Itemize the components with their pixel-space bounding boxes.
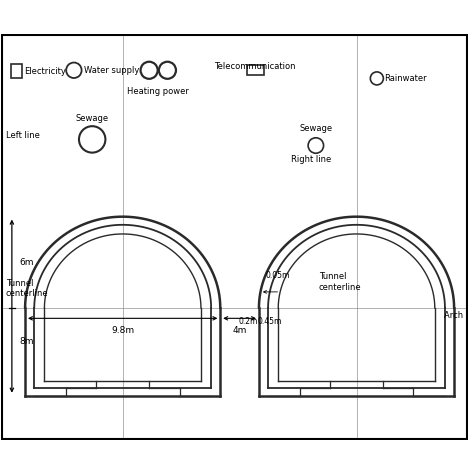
- Text: 0.45m: 0.45m: [258, 317, 283, 326]
- Text: Left line: Left line: [6, 131, 40, 140]
- Text: Sewage: Sewage: [299, 124, 332, 133]
- Text: Tunnel
centerline: Tunnel centerline: [319, 273, 362, 292]
- Text: 9.8m: 9.8m: [111, 327, 134, 336]
- Text: 0.2m: 0.2m: [238, 317, 257, 326]
- Bar: [247, 65, 264, 75]
- Text: 8m: 8m: [19, 337, 34, 346]
- Text: Arch l: Arch l: [444, 311, 468, 320]
- Text: Telecommunication: Telecommunication: [214, 62, 296, 71]
- Text: Sewage: Sewage: [76, 114, 109, 123]
- Text: 4m: 4m: [232, 327, 247, 336]
- Text: Right line: Right line: [292, 155, 332, 164]
- Text: Rainwater: Rainwater: [384, 74, 427, 83]
- Bar: [11, 64, 22, 78]
- Text: Electricity: Electricity: [24, 67, 66, 76]
- Text: Water supply: Water supply: [84, 66, 139, 75]
- Text: 6m: 6m: [19, 258, 34, 267]
- Text: Tunnel
centerline: Tunnel centerline: [6, 279, 48, 298]
- Text: Heating power: Heating power: [128, 87, 189, 96]
- Text: 0.05m: 0.05m: [265, 271, 290, 280]
